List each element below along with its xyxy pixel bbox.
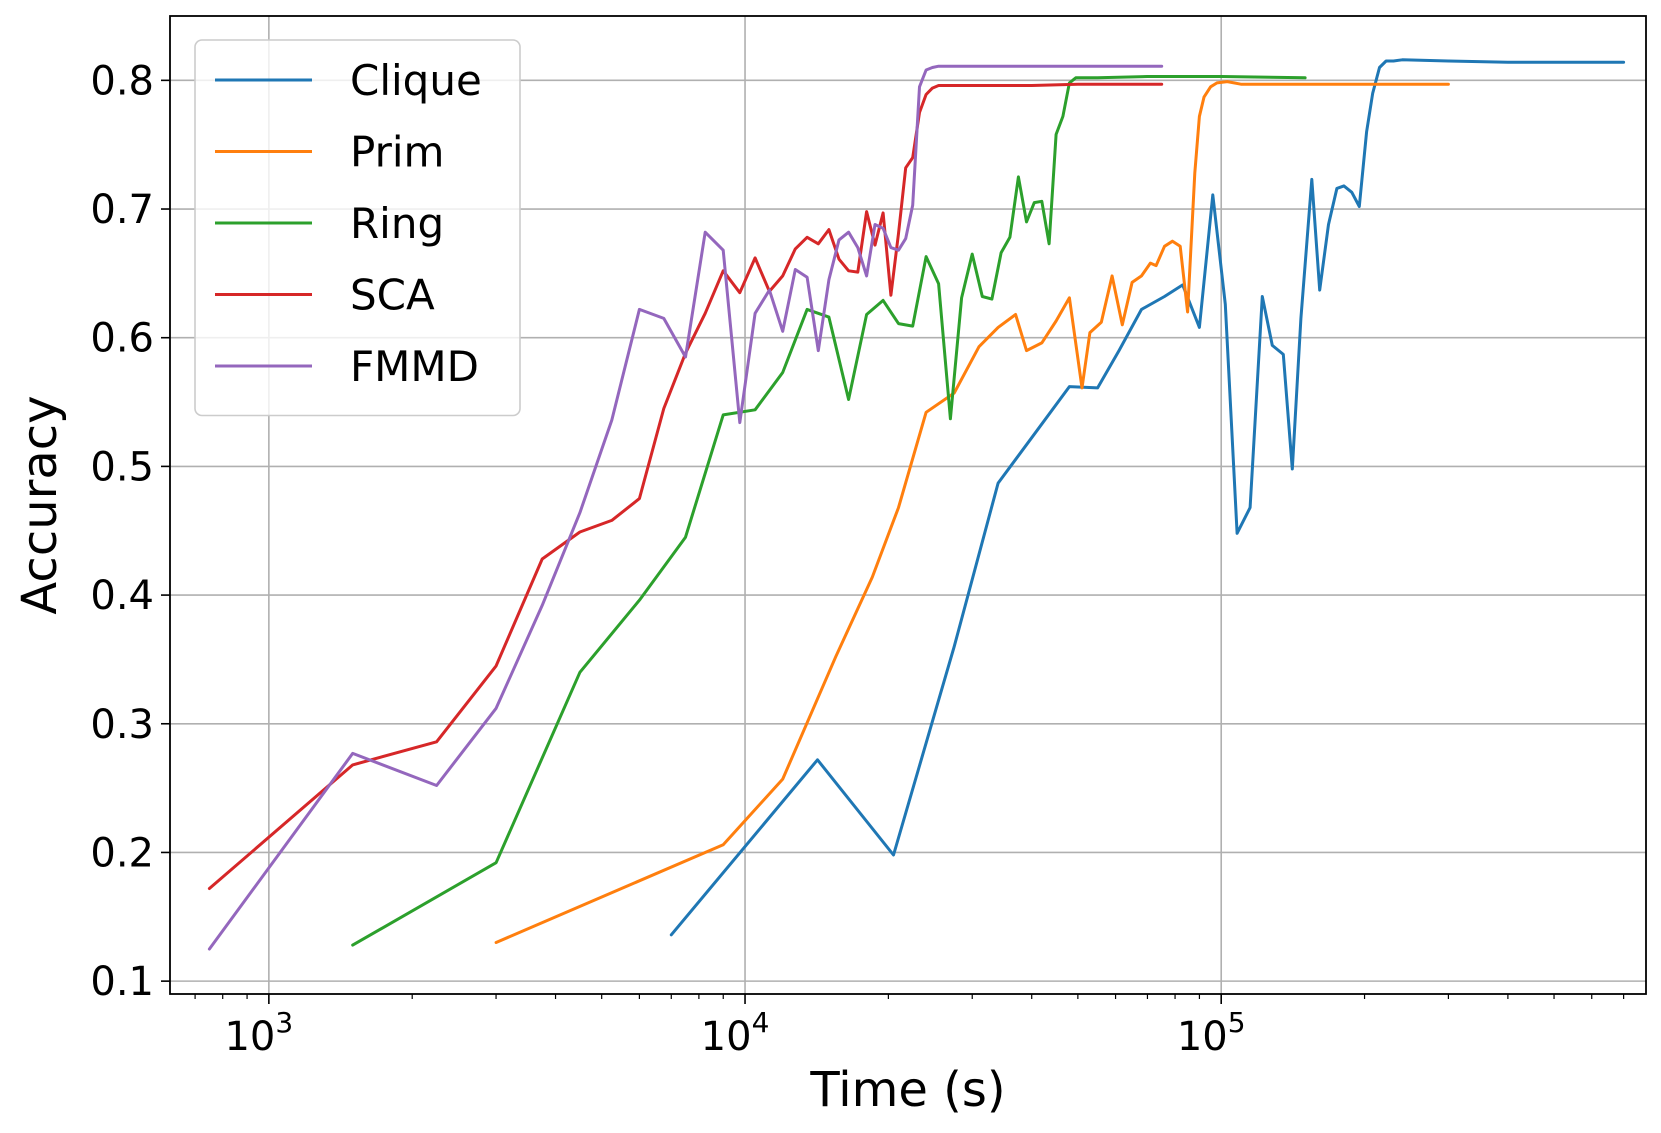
x-tick-base: 10 xyxy=(701,1014,752,1060)
legend-label: SCA xyxy=(350,271,435,320)
y-tick-label: 0.4 xyxy=(90,573,154,619)
y-tick-label: 0.6 xyxy=(90,316,154,362)
x-tick-base: 10 xyxy=(1177,1014,1228,1060)
series-line-clique xyxy=(669,58,1626,937)
x-tick-exponent: 4 xyxy=(752,1006,770,1039)
series-line-ring xyxy=(351,75,1307,947)
y-tick-label: 0.5 xyxy=(90,444,154,490)
x-tick-label: 103 xyxy=(224,1006,293,1060)
y-axis-label: Accuracy xyxy=(12,395,68,614)
series-line-prim xyxy=(494,80,1450,944)
legend: Clique Prim Ring SCA FMMD xyxy=(194,39,521,417)
x-tick-base: 10 xyxy=(224,1014,275,1060)
plot-frame xyxy=(169,15,1647,995)
legend-label: Ring xyxy=(350,199,444,248)
x-axis-label: Time (s) xyxy=(809,1062,1005,1118)
x-tick-exponent: 5 xyxy=(1228,1006,1246,1039)
legend-label: Prim xyxy=(350,128,444,177)
series-line-fmmd xyxy=(207,64,1164,951)
y-tick-label: 0.8 xyxy=(90,58,154,104)
series-lines xyxy=(207,58,1626,951)
series-line-sca xyxy=(207,82,1164,890)
legend-item-sca: SCA xyxy=(215,271,435,320)
legend-box xyxy=(194,39,521,417)
legend-label: Clique xyxy=(350,56,482,105)
y-tick-label: 0.2 xyxy=(90,830,154,876)
x-tick-label: 104 xyxy=(701,1006,770,1060)
legend-item-clique: Clique xyxy=(215,56,482,105)
legend-item-fmmd: FMMD xyxy=(215,342,479,391)
legend-item-ring: Ring xyxy=(215,199,444,248)
y-tick-label: 0.7 xyxy=(90,187,154,233)
y-tick-label: 0.3 xyxy=(90,702,154,748)
legend-label: FMMD xyxy=(350,342,479,391)
y-tick-label: 0.1 xyxy=(90,959,154,1005)
x-tick-exponent: 3 xyxy=(275,1006,293,1039)
x-tick-label: 105 xyxy=(1177,1006,1246,1060)
legend-item-prim: Prim xyxy=(215,128,444,177)
